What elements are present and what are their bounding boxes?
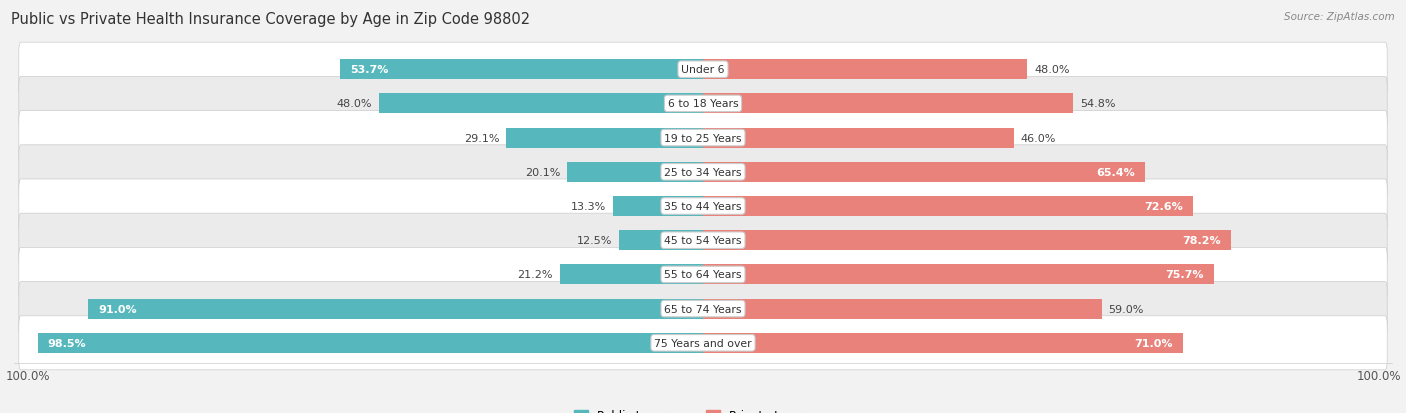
Text: 29.1%: 29.1% — [464, 133, 499, 143]
Bar — [703, 128, 1014, 148]
Text: 6 to 18 Years: 6 to 18 Years — [668, 99, 738, 109]
Bar — [703, 333, 1182, 353]
Text: 46.0%: 46.0% — [1021, 133, 1056, 143]
Text: 59.0%: 59.0% — [1108, 304, 1143, 314]
Text: 13.3%: 13.3% — [571, 202, 606, 211]
FancyBboxPatch shape — [18, 145, 1388, 199]
FancyBboxPatch shape — [18, 43, 1388, 97]
Text: 12.5%: 12.5% — [576, 236, 612, 246]
FancyBboxPatch shape — [18, 112, 1388, 165]
Text: Source: ZipAtlas.com: Source: ZipAtlas.com — [1284, 12, 1395, 22]
Text: 91.0%: 91.0% — [98, 304, 138, 314]
Text: 53.7%: 53.7% — [350, 65, 389, 75]
Text: 48.0%: 48.0% — [336, 99, 373, 109]
Bar — [703, 162, 1144, 182]
Bar — [619, 231, 703, 251]
Text: 25 to 34 Years: 25 to 34 Years — [664, 167, 742, 177]
Text: 20.1%: 20.1% — [524, 167, 561, 177]
Text: 45 to 54 Years: 45 to 54 Years — [664, 236, 742, 246]
Text: Public vs Private Health Insurance Coverage by Age in Zip Code 98802: Public vs Private Health Insurance Cover… — [11, 12, 530, 27]
FancyBboxPatch shape — [18, 282, 1388, 336]
FancyBboxPatch shape — [18, 214, 1388, 268]
Bar — [703, 94, 1073, 114]
Bar — [506, 128, 703, 148]
Bar — [703, 265, 1215, 285]
Bar — [613, 197, 703, 216]
FancyBboxPatch shape — [18, 180, 1388, 233]
Bar — [89, 299, 703, 319]
Text: 48.0%: 48.0% — [1033, 65, 1070, 75]
Text: 75.7%: 75.7% — [1166, 270, 1204, 280]
Bar — [378, 94, 703, 114]
Text: 19 to 25 Years: 19 to 25 Years — [664, 133, 742, 143]
Text: 54.8%: 54.8% — [1080, 99, 1115, 109]
Text: 78.2%: 78.2% — [1182, 236, 1220, 246]
FancyBboxPatch shape — [18, 248, 1388, 301]
Text: 65.4%: 65.4% — [1095, 167, 1135, 177]
Text: 71.0%: 71.0% — [1133, 338, 1173, 348]
Text: 35 to 44 Years: 35 to 44 Years — [664, 202, 742, 211]
Bar — [340, 60, 703, 80]
FancyBboxPatch shape — [18, 316, 1388, 370]
Legend: Public Insurance, Private Insurance: Public Insurance, Private Insurance — [569, 404, 837, 413]
Text: 98.5%: 98.5% — [48, 338, 86, 348]
Bar — [567, 162, 703, 182]
Bar — [703, 299, 1101, 319]
Bar — [560, 265, 703, 285]
Text: Under 6: Under 6 — [682, 65, 724, 75]
Bar — [703, 197, 1194, 216]
Text: 55 to 64 Years: 55 to 64 Years — [664, 270, 742, 280]
Text: 72.6%: 72.6% — [1144, 202, 1184, 211]
FancyBboxPatch shape — [18, 77, 1388, 131]
Text: 65 to 74 Years: 65 to 74 Years — [664, 304, 742, 314]
Text: 75 Years and over: 75 Years and over — [654, 338, 752, 348]
Text: 21.2%: 21.2% — [517, 270, 553, 280]
Bar — [703, 60, 1028, 80]
Bar — [38, 333, 703, 353]
Bar — [703, 231, 1232, 251]
